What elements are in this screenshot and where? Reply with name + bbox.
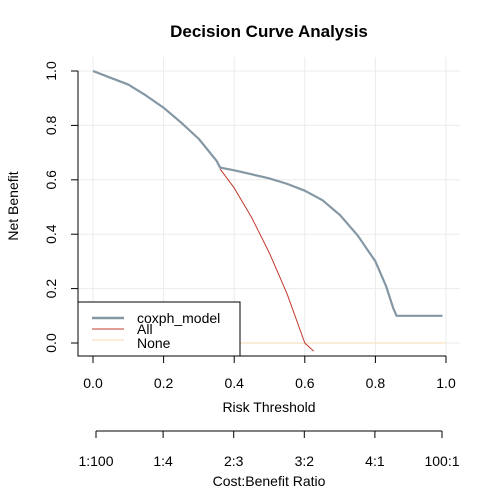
x-tick-label-4: 0.8: [366, 375, 386, 391]
series-coxph-model: [92, 69, 443, 317]
x-axis: 0.0 0.2 0.4 0.6 0.8 1.0: [83, 355, 456, 391]
y-tick-label-5: 1.0: [43, 61, 59, 81]
cost-benefit-tick-label-3: 3:2: [295, 453, 315, 469]
y-tick-label-3: 0.6: [43, 170, 59, 190]
x-tick-label-3: 0.6: [295, 375, 315, 391]
y-tick-label-2: 0.4: [43, 224, 59, 244]
cost-benefit-tick-label-4: 4:1: [365, 453, 385, 469]
legend-label-coxph-model: coxph_model: [137, 310, 220, 326]
x-tick-label-1: 0.2: [154, 375, 174, 391]
x-axis-label: Risk Threshold: [222, 399, 315, 415]
series-line-coxph-model: [92, 69, 443, 317]
y-axis-label: Net Benefit: [5, 171, 21, 240]
x-tick-label-2: 0.4: [224, 375, 244, 391]
y-tick-label-1: 0.2: [43, 279, 59, 299]
chart-title: Decision Curve Analysis: [170, 22, 368, 41]
cost-benefit-axis-label: Cost:Benefit Ratio: [213, 473, 326, 489]
x-tick-label-5: 1.0: [436, 375, 456, 391]
cost-benefit-tick-label-1: 1:4: [153, 453, 173, 469]
y-tick-label-0: 0.0: [43, 333, 59, 353]
x-tick-label-0: 0.0: [83, 375, 103, 391]
legend-label-all: All: [137, 321, 153, 337]
cost-benefit-tick-label-0: 1:100: [78, 453, 113, 469]
cost-benefit-axis: 1:100 1:4 2:3 3:2 4:1 100:1: [78, 430, 460, 469]
legend-label-none: None: [137, 335, 171, 351]
y-tick-label-4: 0.8: [43, 115, 59, 135]
y-axis: 0.0 0.2 0.4 0.6 0.8 1.0: [43, 61, 79, 353]
series-all: [219, 168, 314, 352]
cost-benefit-tick-label-5: 100:1: [424, 453, 459, 469]
series-line-all: [219, 168, 314, 352]
cost-benefit-tick-label-2: 2:3: [224, 453, 244, 469]
legend: coxph_model All None: [77, 301, 241, 357]
